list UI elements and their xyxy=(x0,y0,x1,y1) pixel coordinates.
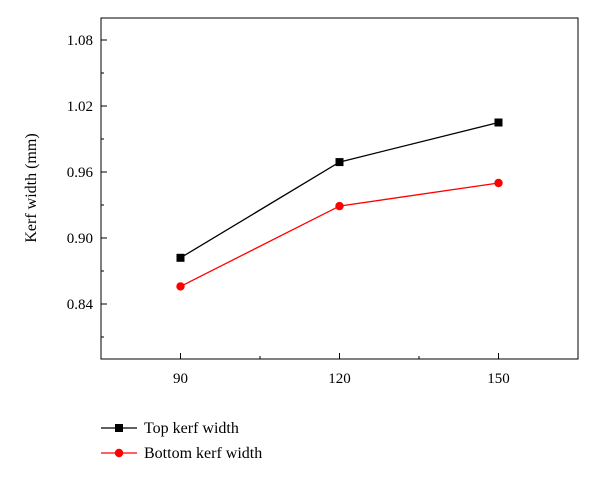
y-tick-label: 1.08 xyxy=(67,33,93,49)
y-tick-label: 0.96 xyxy=(67,165,94,181)
y-tick-label: 0.90 xyxy=(67,231,93,247)
legend-swatch-marker xyxy=(115,424,123,432)
legend-label: Top kerf width xyxy=(144,420,239,437)
legend-swatch-marker xyxy=(114,448,124,458)
x-axis: 90 120 150 xyxy=(100,353,579,387)
plot-area-frame xyxy=(100,17,579,360)
x-tick-label: 90 xyxy=(173,371,188,387)
y-axis: 0.84 0.90 0.96 1.02 1.08 xyxy=(67,33,107,338)
data-point xyxy=(335,158,344,167)
data-point xyxy=(176,282,185,291)
data-point xyxy=(176,253,185,262)
data-point xyxy=(494,178,503,188)
y-tick-label: 1.02 xyxy=(67,99,93,115)
series-layer xyxy=(176,118,503,291)
data-point xyxy=(335,201,344,211)
data-point xyxy=(494,118,503,127)
legend-label: Bottom kerf width xyxy=(144,445,262,462)
series-line-2 xyxy=(180,182,499,287)
x-tick-label: 120 xyxy=(328,371,351,387)
y-tick-label: 0.84 xyxy=(67,297,94,313)
x-tick-label: 150 xyxy=(487,371,510,387)
legend: Top kerf width Bottom kerf width xyxy=(101,420,262,462)
y-axis-title: Kerf width (mm) xyxy=(23,133,40,242)
